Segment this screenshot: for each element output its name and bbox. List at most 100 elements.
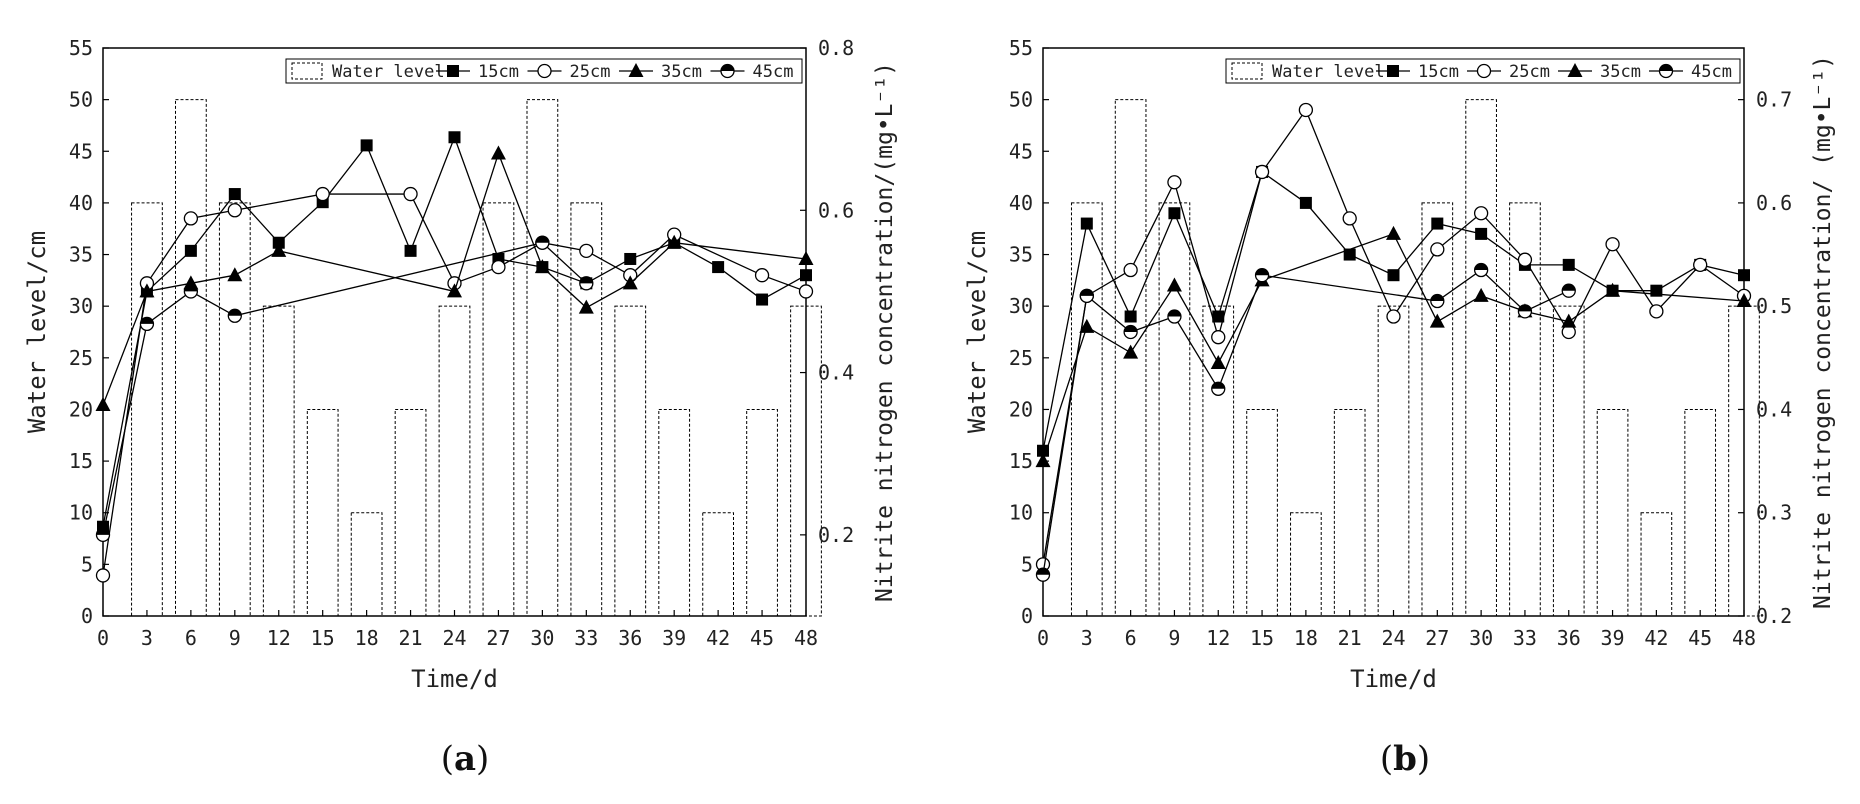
point-35cm-39 bbox=[666, 234, 682, 249]
point-35cm-48 bbox=[1736, 293, 1752, 308]
x-tick-label: 24 bbox=[1381, 626, 1405, 650]
point-45cm-0 bbox=[1035, 567, 1051, 582]
y2-tick-label: 0.2 bbox=[818, 523, 854, 547]
y-axis-title: Water level/cm bbox=[23, 231, 51, 433]
point-45cm-36-fill bbox=[1562, 284, 1576, 291]
point-25cm-15 bbox=[315, 186, 330, 202]
y-tick-label: 25 bbox=[1009, 346, 1033, 370]
point-15cm-21 bbox=[404, 244, 417, 257]
series-line-45cm bbox=[102, 242, 587, 535]
point-25cm-15 bbox=[1254, 164, 1270, 180]
point-15cm-45 bbox=[756, 293, 769, 306]
y-tick-label: 5 bbox=[81, 552, 93, 576]
y-tick-label: 40 bbox=[1009, 191, 1033, 215]
x-tick-label: 18 bbox=[1294, 626, 1318, 650]
water-level-bar-33 bbox=[1509, 202, 1541, 617]
y2-tick-label: 0.4 bbox=[1756, 397, 1792, 421]
water-level-bar-9 bbox=[218, 202, 251, 617]
y2-tick-label: 0.5 bbox=[1756, 294, 1792, 318]
point-15cm-24 bbox=[448, 131, 461, 144]
water-level-bar-27 bbox=[1421, 202, 1454, 617]
y-tick-label: 5 bbox=[1021, 552, 1033, 576]
y-tick-label: 20 bbox=[69, 397, 93, 421]
point-45cm-33 bbox=[1517, 304, 1533, 319]
legend-label-25cm: 25cm bbox=[1509, 62, 1550, 82]
x-axis-title: Time/d bbox=[1350, 665, 1437, 693]
water-level-bar-9 bbox=[1158, 202, 1191, 617]
y-tick-label: 55 bbox=[69, 36, 93, 60]
point-45cm-33-fill bbox=[579, 276, 593, 284]
y2-tick-label: 0.8 bbox=[818, 36, 854, 60]
point-35cm-6 bbox=[1123, 344, 1139, 359]
point-15cm-12 bbox=[1212, 310, 1225, 323]
point-15cm-9 bbox=[228, 188, 241, 201]
point-35cm-27 bbox=[490, 145, 506, 160]
y2-tick-label: 0.4 bbox=[818, 361, 854, 385]
water-level-bar-27 bbox=[482, 202, 515, 617]
water-level-bar-18 bbox=[1290, 512, 1322, 617]
point-15cm-6 bbox=[1124, 310, 1137, 323]
water-level-bar-24 bbox=[1377, 305, 1410, 617]
water-level-bar-30 bbox=[1465, 99, 1497, 617]
point-45cm-6 bbox=[183, 284, 199, 299]
series-35cm bbox=[95, 145, 814, 412]
x-tick-label: 42 bbox=[706, 626, 730, 650]
point-45cm-6-fill bbox=[184, 284, 198, 292]
x-tick-label: 12 bbox=[267, 626, 291, 650]
water-level-bar-36 bbox=[614, 305, 647, 617]
y-tick-label: 40 bbox=[69, 191, 93, 215]
x-tick-label: 27 bbox=[486, 626, 510, 650]
point-15cm-21 bbox=[1343, 248, 1356, 261]
point-45cm-30-fill bbox=[1474, 263, 1488, 271]
x-tick-label: 48 bbox=[1732, 626, 1756, 650]
legend-swatch-water-level bbox=[291, 62, 323, 80]
legend-marker-15cm bbox=[1387, 65, 1399, 77]
legend-marker-25cm bbox=[537, 63, 552, 79]
point-25cm-33 bbox=[1517, 252, 1533, 267]
point-45cm-9-fill bbox=[1167, 310, 1181, 317]
water-level-bar-24 bbox=[438, 305, 471, 617]
x-tick-label: 42 bbox=[1644, 626, 1668, 650]
point-45cm-27 bbox=[1430, 293, 1445, 309]
legend-label-35cm: 35cm bbox=[1600, 62, 1641, 82]
series-15cm bbox=[97, 131, 812, 533]
y2-tick-label: 0.3 bbox=[1756, 501, 1792, 525]
y-tick-label: 45 bbox=[1009, 139, 1033, 163]
point-25cm-27 bbox=[491, 259, 506, 275]
point-35cm-36 bbox=[1561, 313, 1577, 328]
point-35cm-33 bbox=[578, 299, 594, 314]
water-level-bars bbox=[131, 99, 822, 617]
point-35cm-3 bbox=[139, 283, 155, 298]
x-tick-label: 36 bbox=[618, 626, 642, 650]
x-tick-label: 9 bbox=[1168, 626, 1180, 650]
point-35cm-24 bbox=[1386, 225, 1401, 240]
point-35cm-0 bbox=[1035, 453, 1051, 468]
y-tick-label: 50 bbox=[69, 88, 93, 112]
water-level-bar-12 bbox=[1202, 305, 1235, 617]
x-tick-label: 27 bbox=[1425, 626, 1449, 650]
point-15cm-36 bbox=[624, 252, 637, 265]
point-35cm-3 bbox=[1079, 318, 1095, 333]
x-tick-label: 39 bbox=[1601, 626, 1625, 650]
point-45cm-6 bbox=[1123, 324, 1138, 340]
point-15cm-9 bbox=[1168, 207, 1181, 220]
caption-a: (a) bbox=[441, 739, 490, 779]
legend-marker-35cm bbox=[1567, 63, 1583, 77]
point-25cm-0 bbox=[95, 568, 111, 583]
series-line-15cm bbox=[102, 135, 807, 527]
x-axis-title: Time/d bbox=[411, 665, 498, 693]
y-tick-label: 15 bbox=[69, 449, 93, 473]
legend-marker-35cm bbox=[628, 63, 644, 77]
x-tick-label: 21 bbox=[1338, 626, 1362, 650]
legend-label-45cm: 45cm bbox=[753, 62, 794, 82]
x-tick-label: 33 bbox=[574, 626, 598, 650]
legend-label-25cm: 25cm bbox=[570, 62, 611, 82]
y-tick-label: 20 bbox=[1009, 397, 1033, 421]
point-35cm-9 bbox=[1166, 277, 1182, 292]
x-tick-label: 12 bbox=[1206, 626, 1230, 650]
point-45cm-36 bbox=[1561, 283, 1576, 298]
y2-tick-label: 0.6 bbox=[818, 198, 854, 222]
point-35cm-12 bbox=[271, 242, 287, 257]
water-level-bar-12 bbox=[262, 305, 295, 617]
